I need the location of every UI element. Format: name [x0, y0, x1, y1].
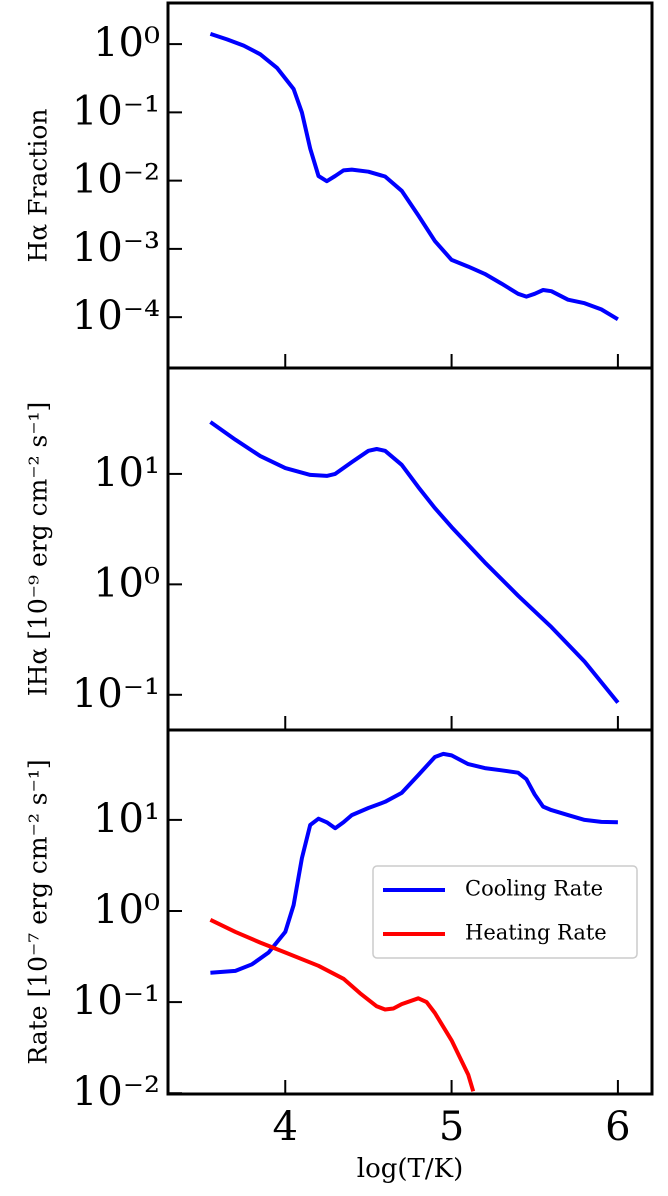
data-line — [209, 917, 476, 1092]
y-tick-label: 10⁰ — [93, 887, 160, 933]
data-line — [210, 751, 618, 975]
y-tick-label: 10¹ — [93, 796, 160, 842]
y-tick-label: 10⁻⁴ — [72, 293, 160, 339]
x-tick-label: 6 — [605, 1104, 630, 1150]
axes-frame — [166, 366, 654, 732]
legend-label: Cooling Rate — [465, 877, 603, 901]
data-line — [209, 420, 620, 704]
y-tick-label: 10⁻² — [72, 157, 160, 203]
axes-frame — [166, 728, 654, 1096]
y-axis-label: IHα [10⁻⁹ erg cm⁻² s⁻¹] — [24, 402, 53, 697]
y-tick-label: 10⁻¹ — [72, 88, 160, 134]
x-tick-label: 5 — [439, 1104, 464, 1150]
y-axis-label: Rate [10⁻⁷ erg cm⁻² s⁻¹] — [24, 759, 53, 1064]
y-tick-label: 10⁻³ — [72, 225, 160, 271]
x-tick-label: 4 — [273, 1104, 298, 1150]
y-tick-label: 10⁻¹ — [72, 671, 160, 717]
y-tick-label: 10⁻¹ — [72, 978, 160, 1024]
y-tick-label: 10⁻² — [72, 1069, 160, 1115]
legend-label: Heating Rate — [465, 921, 607, 945]
axes-frame — [166, 1, 654, 370]
y-tick-label: 10⁰ — [93, 20, 160, 66]
data-line — [209, 32, 619, 322]
x-axis-label: log(T/K) — [357, 1154, 463, 1184]
y-tick-label: 10⁰ — [93, 560, 160, 606]
y-tick-label: 10¹ — [93, 450, 160, 496]
y-axis-label: Hα Fraction — [24, 108, 53, 262]
